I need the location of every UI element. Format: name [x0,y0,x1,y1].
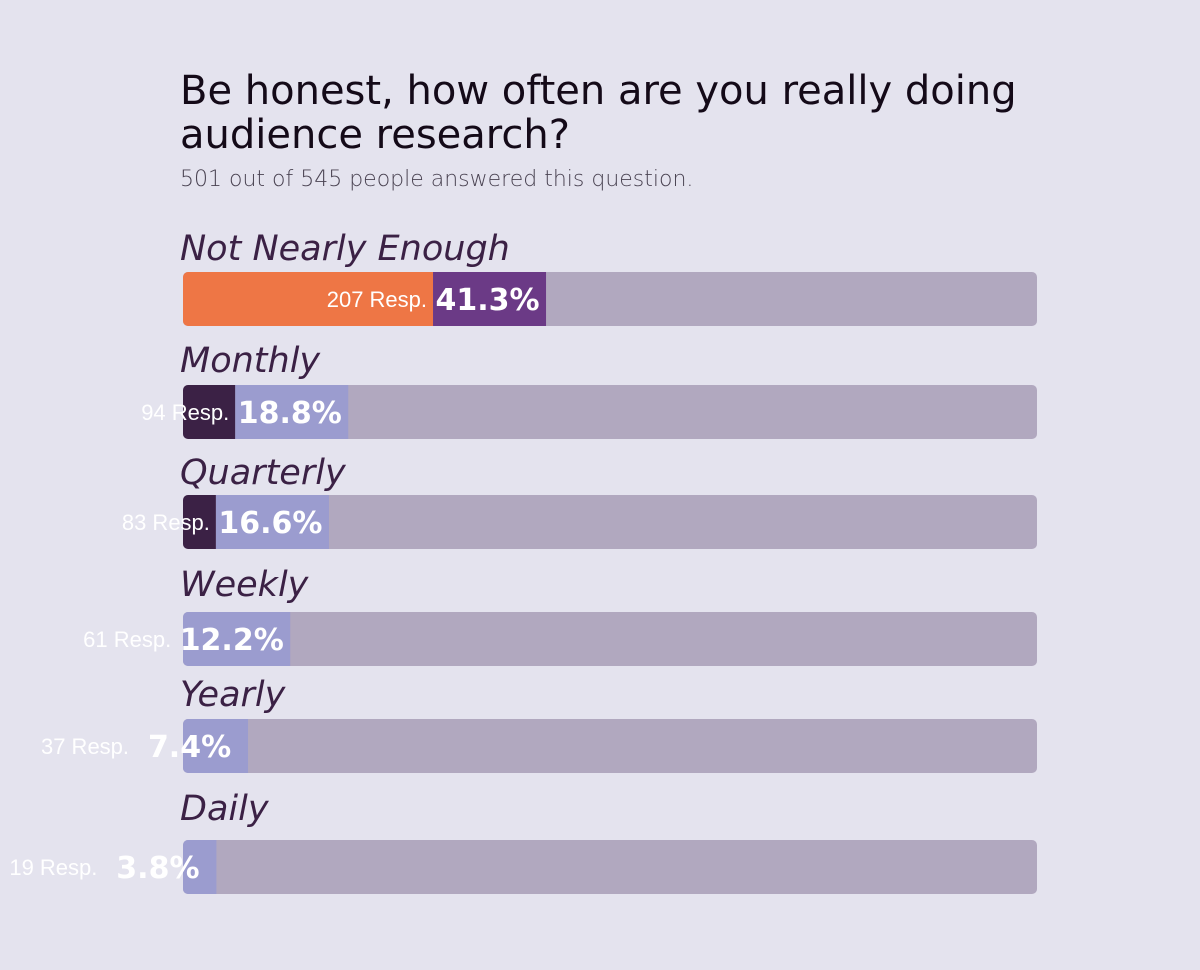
category-label: Not Nearly Enough [180,229,510,269]
response-count-label: 94 Resp. [141,400,229,425]
bar-track [183,495,1037,549]
bar-row-yearly: Yearly 37 Resp. 7.4% [41,675,1037,773]
category-label: Yearly [180,675,287,715]
bar-percent-segment [235,385,349,439]
bar-percent-segment [433,272,547,326]
bar-fill-group [183,385,349,439]
chart-subtitle: 501 out of 545 people answered this ques… [180,167,693,192]
category-label: Daily [180,789,270,829]
bar-count-segment [183,385,236,439]
chart-title-line-2: audience research? [180,112,570,158]
category-label: Weekly [180,565,310,605]
bar-percent-segment [183,840,217,894]
bar-row-monthly: Monthly 94 Resp. 18.8% [141,341,1037,439]
percent-label: 41.3% [435,283,539,318]
bar-fill-group [183,840,217,894]
percent-label: 7.4% [148,730,231,765]
response-count-label: 207 Resp. [327,287,427,312]
bar-count-segment [183,272,434,326]
bar-count-segment [183,495,216,549]
bar-percent-segment [215,495,329,549]
percent-label: 3.8% [116,851,199,886]
category-label: Quarterly [180,453,347,493]
bar-percent-segment [183,612,291,666]
bar-track [183,385,1037,439]
bar-fill-group [183,272,547,326]
response-count-label: 61 Resp. [83,627,171,652]
chart-title-line-1: Be honest, how often are you really doin… [180,68,1017,114]
bar-percent-segment [183,719,249,773]
bar-row-daily: Daily 19 Resp. 3.8% [9,789,1037,894]
bar-row-weekly: Weekly 61 Resp. 12.2% [83,565,1037,666]
response-count-label: 83 Resp. [122,510,210,535]
bar-track [183,612,1037,666]
bar-fill-group [183,719,249,773]
bar-track [183,840,1037,894]
bar-row-not-nearly-enough: Not Nearly Enough 207 Resp. 41.3% [180,229,1037,326]
bar-row-quarterly: Quarterly 83 Resp. 16.6% [122,453,1037,549]
response-count-label: 37 Resp. [41,734,129,759]
bars-group: Not Nearly Enough 207 Resp. 41.3% Monthly 94… [9,229,1037,894]
percent-label: 12.2% [180,623,284,658]
bar-fill-group [183,495,329,549]
category-label: Monthly [180,341,321,381]
response-count-label: 19 Resp. [9,855,97,880]
bar-fill-group [183,612,291,666]
percent-label: 16.6% [218,506,322,541]
percent-label: 18.8% [238,396,342,431]
bar-track [183,719,1037,773]
